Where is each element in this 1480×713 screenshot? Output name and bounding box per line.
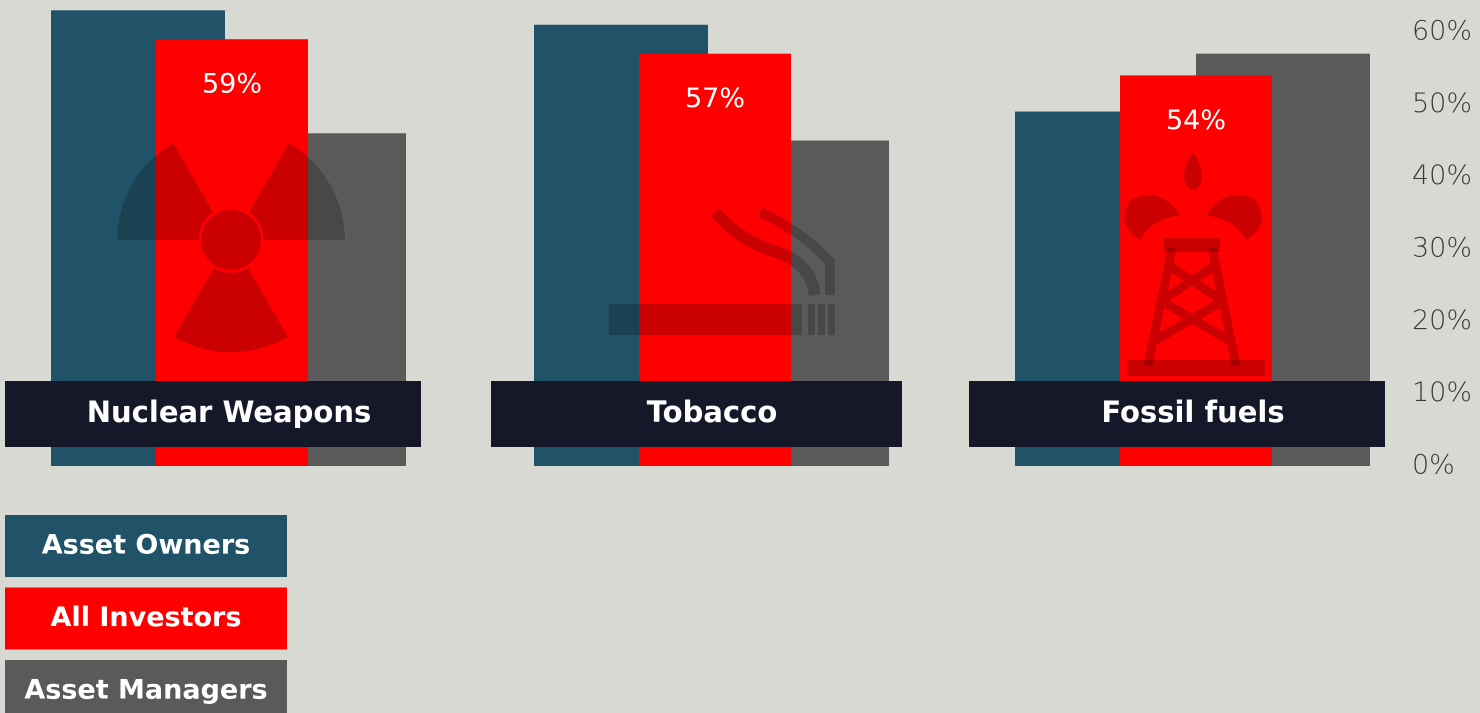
y-tick-label: 60% [1412, 16, 1472, 47]
category-group: 59% Nuclear Weapons [5, 10, 421, 467]
y-tick-label: 0% [1412, 450, 1455, 481]
icon [818, 304, 825, 335]
legend-label: All Investors [51, 602, 242, 633]
icon [1124, 195, 1262, 240]
icon [808, 304, 815, 335]
value-label: 54% [1166, 105, 1226, 136]
y-tick-label: 50% [1412, 88, 1472, 119]
category-box [5, 381, 421, 447]
icon [201, 210, 261, 270]
category-group: 54% Fossil fuels [969, 53, 1385, 467]
category-group: 57% Tobacco [491, 24, 902, 467]
x-tick-label: Nuclear Weapons [87, 395, 371, 429]
category-box [491, 381, 902, 447]
legend-swatch [5, 660, 287, 713]
x-tick-label: Fossil fuels [1101, 395, 1284, 429]
y-tick-label: 10% [1412, 377, 1472, 408]
icon [828, 304, 835, 335]
legend-swatch [5, 515, 287, 577]
value-label: 57% [685, 83, 745, 114]
x-tick-label: Tobacco [647, 395, 778, 429]
legend-label: Asset Owners [42, 530, 250, 561]
y-tick-label: 40% [1412, 160, 1472, 191]
icon [249, 143, 345, 240]
category-box [969, 381, 1385, 447]
icon [1164, 238, 1220, 252]
icon [117, 143, 213, 240]
icon [1143, 247, 1241, 366]
legend-label: Asset Managers [24, 675, 267, 706]
icon [757, 207, 835, 295]
icon [1184, 152, 1202, 190]
y-tick-label: 20% [1412, 305, 1472, 336]
icon [609, 304, 802, 335]
icon [1127, 360, 1265, 376]
icon [710, 207, 821, 297]
icon [174, 268, 288, 353]
y-tick-label: 30% [1412, 233, 1472, 264]
value-label: 59% [202, 69, 262, 100]
legend-swatch [5, 587, 287, 650]
